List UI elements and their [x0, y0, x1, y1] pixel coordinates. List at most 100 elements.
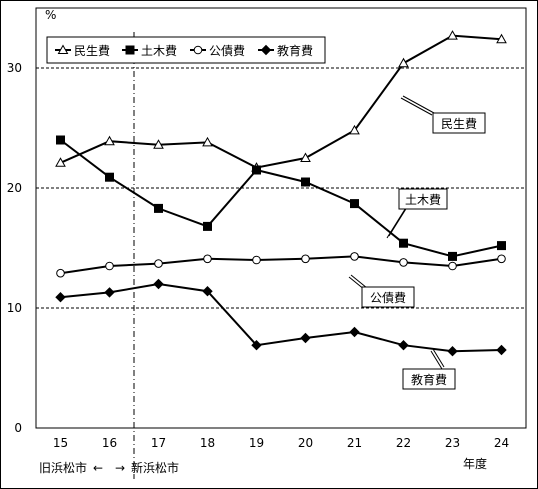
data-point-doboku — [203, 221, 212, 231]
callout-leader — [402, 95, 435, 114]
boundary-arrows: ← → — [93, 461, 125, 475]
x-tick-label: 20 — [298, 436, 313, 450]
series-line-doboku — [59, 139, 502, 258]
data-point-doboku — [350, 199, 359, 209]
x-tick-label: 16 — [102, 436, 117, 450]
callout-minsei: 民生費 — [400, 95, 486, 134]
data-point-minsei — [104, 135, 115, 146]
data-point-minsei — [300, 152, 311, 162]
series — [55, 30, 507, 357]
data-point-kousai — [203, 254, 212, 264]
data-point-kyouiku — [153, 278, 164, 290]
data-point-doboku — [252, 165, 261, 175]
y-tick-label: 0 — [14, 421, 22, 435]
legend-label: 教育費 — [277, 43, 313, 58]
callout-box — [402, 368, 456, 390]
data-point-kousai — [252, 255, 261, 265]
legend-label: 民生費 — [74, 43, 110, 58]
series-line-kyouiku — [60, 282, 502, 353]
boundary-left-label: 旧浜松市 — [39, 460, 87, 475]
callout-kousai: 公債費 — [348, 274, 415, 308]
callout-text: 土木費 — [405, 192, 441, 207]
data-point-minsei — [349, 124, 360, 135]
data-point-kyouiku — [300, 332, 311, 344]
series-doboku — [56, 135, 506, 261]
callout-text: 教育費 — [411, 372, 447, 387]
legend-item-kousai: 公債費 — [190, 43, 245, 58]
x-tick-label: 22 — [396, 436, 411, 450]
legend-item-doboku: 土木費 — [122, 43, 177, 58]
callout-box — [432, 112, 486, 134]
legend-label: 土木費 — [141, 43, 177, 58]
plot-area-border — [35, 7, 527, 429]
y-tick-label: 10 — [7, 301, 22, 315]
callout-leader — [400, 97, 433, 116]
y-tick-label: 20 — [7, 181, 22, 195]
data-point-doboku — [154, 203, 163, 213]
x-tick-label: 24 — [494, 436, 509, 450]
data-point-kousai — [56, 268, 65, 278]
callout-leader — [430, 350, 443, 370]
y-tick-label: 30 — [7, 61, 22, 75]
legend-marker — [260, 44, 272, 56]
data-point-doboku — [399, 238, 408, 248]
data-point-minsei — [496, 33, 507, 44]
data-point-kousai — [350, 252, 359, 261]
callout-leader — [350, 274, 368, 289]
y-unit-label: % — [45, 8, 56, 22]
boundary-annotation: 旧浜松市 ← → 新浜松市 — [39, 32, 179, 479]
data-point-doboku — [56, 135, 65, 145]
x-tick-label: 17 — [151, 436, 166, 450]
data-point-doboku — [301, 177, 310, 187]
data-point-kyouiku — [447, 345, 458, 357]
gridlines — [36, 67, 526, 309]
data-point-minsei — [55, 157, 66, 167]
data-point-kousai — [497, 254, 506, 264]
data-point-kyouiku — [104, 287, 115, 298]
callout-text: 公債費 — [370, 290, 406, 305]
series-line-kousai — [60, 255, 502, 275]
data-point-kyouiku — [251, 339, 262, 351]
data-point-kyouiku — [349, 326, 360, 338]
callout-kyouiku: 教育費 — [402, 348, 456, 390]
data-point-kyouiku — [496, 344, 507, 356]
legend-marker — [125, 45, 135, 55]
callout-text: 民生費 — [441, 116, 477, 131]
axes: % 年度 0 10 20 30 15 16 17 18 19 20 21 22 23 24 — [7, 7, 527, 471]
data-point-kyouiku — [398, 339, 409, 351]
data-point-minsei — [153, 139, 164, 149]
legend-marker — [57, 44, 69, 54]
data-point-kousai — [301, 254, 310, 264]
legend-item-kyouiku: 教育費 — [258, 43, 313, 58]
legend-marker — [193, 45, 203, 55]
data-point-kyouiku — [55, 291, 66, 303]
legend-label: 公債費 — [209, 43, 245, 58]
data-point-minsei — [202, 136, 213, 147]
data-point-kousai — [399, 258, 408, 267]
series-kousai — [56, 252, 506, 278]
data-point-doboku — [497, 241, 506, 251]
series-line-minsei — [60, 34, 502, 169]
legend-item-minsei: 民生費 — [55, 43, 110, 58]
x-tick-label: 21 — [347, 436, 362, 450]
callout-box — [361, 286, 415, 308]
x-axis-title: 年度 — [463, 456, 487, 471]
x-tick-label: 15 — [53, 436, 68, 450]
x-tick-label: 19 — [249, 436, 264, 450]
callout-box — [398, 188, 448, 210]
legend: 民生費 土木費 公債費 教育費 — [46, 36, 326, 64]
data-point-doboku — [448, 251, 457, 261]
boundary-right-label: 新浜松市 — [131, 460, 179, 475]
series-kyouiku — [55, 278, 507, 357]
data-point-doboku — [105, 172, 114, 182]
callout-leader — [432, 348, 445, 368]
data-point-kousai — [105, 261, 114, 271]
x-tick-label: 23 — [445, 436, 460, 450]
data-point-minsei — [398, 57, 409, 68]
data-point-kousai — [154, 259, 163, 268]
data-point-kyouiku — [202, 285, 213, 297]
x-tick-label: 18 — [200, 436, 215, 450]
